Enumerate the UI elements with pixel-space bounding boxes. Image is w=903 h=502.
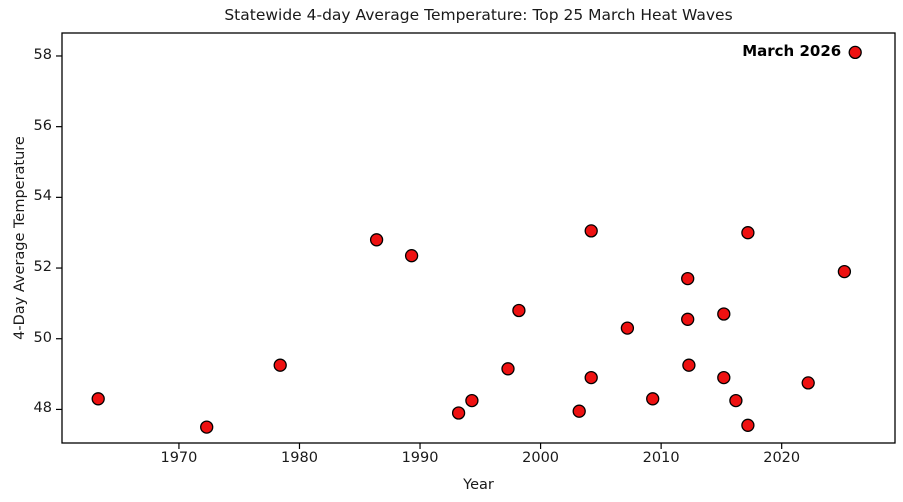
annotation-march-2026: March 2026 [742, 42, 842, 61]
x-tick-label: 1970 [160, 450, 198, 466]
data-point [646, 392, 660, 406]
data-point [681, 271, 695, 286]
data-point [369, 233, 384, 247]
y-tick-label: 56 [33, 117, 52, 134]
data-point [584, 370, 598, 385]
data-point [681, 312, 695, 326]
x-tick-label: 2010 [642, 450, 680, 466]
x-tick-label: 2000 [522, 450, 560, 466]
chart-title: Statewide 4-day Average Temperature: Top… [224, 6, 733, 24]
data-point [741, 418, 755, 432]
data-point [717, 370, 731, 385]
x-tick-label: 2020 [763, 450, 801, 466]
data-point [273, 358, 287, 372]
data-point [451, 406, 466, 420]
axes-frame [61, 32, 896, 444]
data-point [404, 249, 419, 263]
data-point [512, 303, 526, 318]
data-point [620, 321, 635, 335]
data-point [741, 226, 755, 240]
y-tick-label: 54 [33, 188, 52, 205]
y-axis-label: 4-Day Average Temperature [12, 136, 28, 340]
data-point [572, 404, 586, 418]
data-point [584, 224, 598, 238]
x-axis-label: Year [463, 477, 494, 493]
y-tick-label: 52 [33, 259, 52, 276]
data-point [848, 45, 862, 60]
x-tick-label: 1980 [281, 450, 318, 466]
y-tick-label: 48 [33, 400, 52, 417]
data-point [729, 393, 743, 408]
data-point [837, 264, 852, 279]
data-point [91, 392, 105, 406]
data-point [717, 307, 731, 321]
data-point [200, 420, 214, 434]
x-tick-label: 1990 [401, 450, 439, 466]
data-point [801, 376, 815, 390]
data-point [682, 358, 696, 372]
data-point [465, 393, 479, 408]
y-tick-label: 58 [33, 46, 52, 63]
data-point [501, 362, 515, 376]
y-tick-label: 50 [33, 329, 52, 346]
